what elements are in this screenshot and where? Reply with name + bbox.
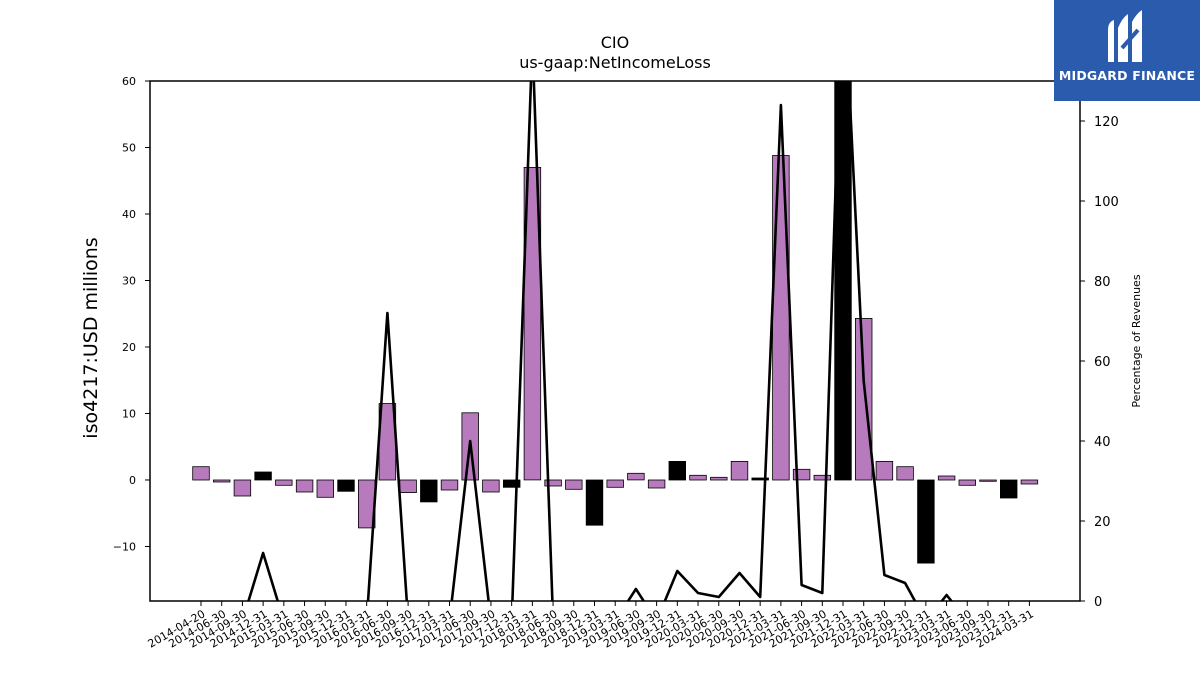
y2-tick-label: 20 <box>1094 515 1111 530</box>
bar <box>855 317 873 481</box>
y2-tick-label: 0 <box>1094 595 1102 610</box>
y2-axis-label: Percentage of Revenues <box>1130 274 1143 407</box>
x-axis: 2014-04-202014-06-302014-09-302014-12-31… <box>146 601 1036 651</box>
bar <box>730 460 749 481</box>
bar-series <box>192 80 1039 564</box>
y2-tick-label: 80 <box>1094 275 1111 290</box>
y-tick-label: 20 <box>122 341 136 354</box>
chart-subtitle: us-gaap:NetIncomeLoss <box>519 53 711 72</box>
bar <box>958 479 977 486</box>
bar <box>275 479 293 486</box>
bar <box>440 479 459 491</box>
y-tick-label: 30 <box>122 274 136 287</box>
bar <box>420 479 438 503</box>
y-tick-label: 40 <box>122 208 136 221</box>
bar <box>606 479 624 488</box>
logo-text: MIDGARD FINANCE <box>1058 68 1196 83</box>
bar <box>212 479 231 483</box>
bar <box>233 479 252 497</box>
y-tick-label: 60 <box>122 75 136 88</box>
bar <box>917 479 935 564</box>
line-series <box>201 81 954 601</box>
y-axis: −10 0 10 20 30 40 50 60 <box>113 75 150 553</box>
chart-title: CIO <box>601 33 629 52</box>
percentage-line <box>201 81 954 601</box>
bar <box>295 479 314 493</box>
y2-axis: 0 20 40 60 80 100 120 <box>1080 115 1119 610</box>
bar <box>668 460 687 481</box>
bar <box>254 471 272 481</box>
midgard-logo-icon <box>1108 10 1142 62</box>
y2-tick-label: 40 <box>1094 435 1111 450</box>
bar <box>316 479 335 498</box>
midgard-finance-logo: MIDGARD FINANCE <box>1054 0 1200 101</box>
bar <box>647 479 666 489</box>
bar <box>979 479 997 482</box>
bar <box>544 479 562 487</box>
bar <box>1020 479 1039 485</box>
bar <box>875 460 894 481</box>
plot-frame <box>149 80 1081 602</box>
bar <box>689 474 707 481</box>
bar <box>792 468 811 481</box>
bar <box>1000 479 1018 499</box>
bar <box>896 466 914 481</box>
bar <box>337 479 355 492</box>
y2-tick-label: 120 <box>1094 115 1119 130</box>
bar <box>502 479 521 488</box>
y-tick-label: 50 <box>122 141 136 154</box>
bar <box>399 479 417 494</box>
bar <box>192 466 210 481</box>
bar <box>772 155 790 481</box>
y-tick-label: −10 <box>113 540 136 553</box>
y2-tick-label: 60 <box>1094 355 1111 370</box>
bar <box>585 479 604 526</box>
bar <box>813 474 832 481</box>
bar <box>751 477 769 481</box>
y-axis-label: iso4217:USD millions <box>80 237 102 438</box>
y-tick-label: 0 <box>129 474 136 487</box>
bar <box>523 166 542 481</box>
bar <box>937 475 956 481</box>
bar <box>482 479 500 493</box>
bar <box>565 479 583 490</box>
bar <box>710 476 728 481</box>
bar <box>627 472 645 481</box>
y-tick-label: 10 <box>122 407 136 420</box>
y2-tick-label: 100 <box>1094 195 1119 210</box>
